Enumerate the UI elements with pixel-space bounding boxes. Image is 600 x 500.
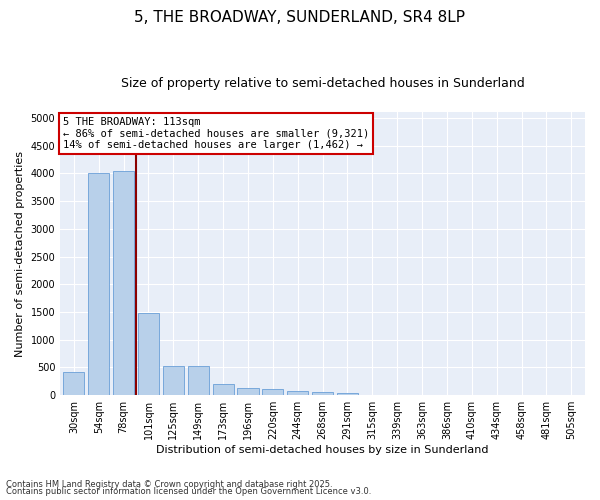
Bar [63,372,85,395]
Bar [238,388,259,395]
Bar [113,170,134,395]
Bar [262,389,283,395]
Text: 5 THE BROADWAY: 113sqm
← 86% of semi-detached houses are smaller (9,321)
14% of : 5 THE BROADWAY: 113sqm ← 86% of semi-det… [63,116,369,150]
Bar [188,366,209,395]
Bar [337,393,358,395]
Text: Contains public sector information licensed under the Open Government Licence v3: Contains public sector information licen… [6,488,371,496]
Bar [212,384,233,395]
X-axis label: Distribution of semi-detached houses by size in Sunderland: Distribution of semi-detached houses by … [157,445,489,455]
Text: Contains HM Land Registry data © Crown copyright and database right 2025.: Contains HM Land Registry data © Crown c… [6,480,332,489]
Bar [312,392,333,395]
Bar [138,312,159,395]
Bar [163,366,184,395]
Bar [88,174,109,395]
Title: Size of property relative to semi-detached houses in Sunderland: Size of property relative to semi-detach… [121,78,524,90]
Text: 5, THE BROADWAY, SUNDERLAND, SR4 8LP: 5, THE BROADWAY, SUNDERLAND, SR4 8LP [134,10,466,25]
Y-axis label: Number of semi-detached properties: Number of semi-detached properties [15,151,25,357]
Bar [287,391,308,395]
